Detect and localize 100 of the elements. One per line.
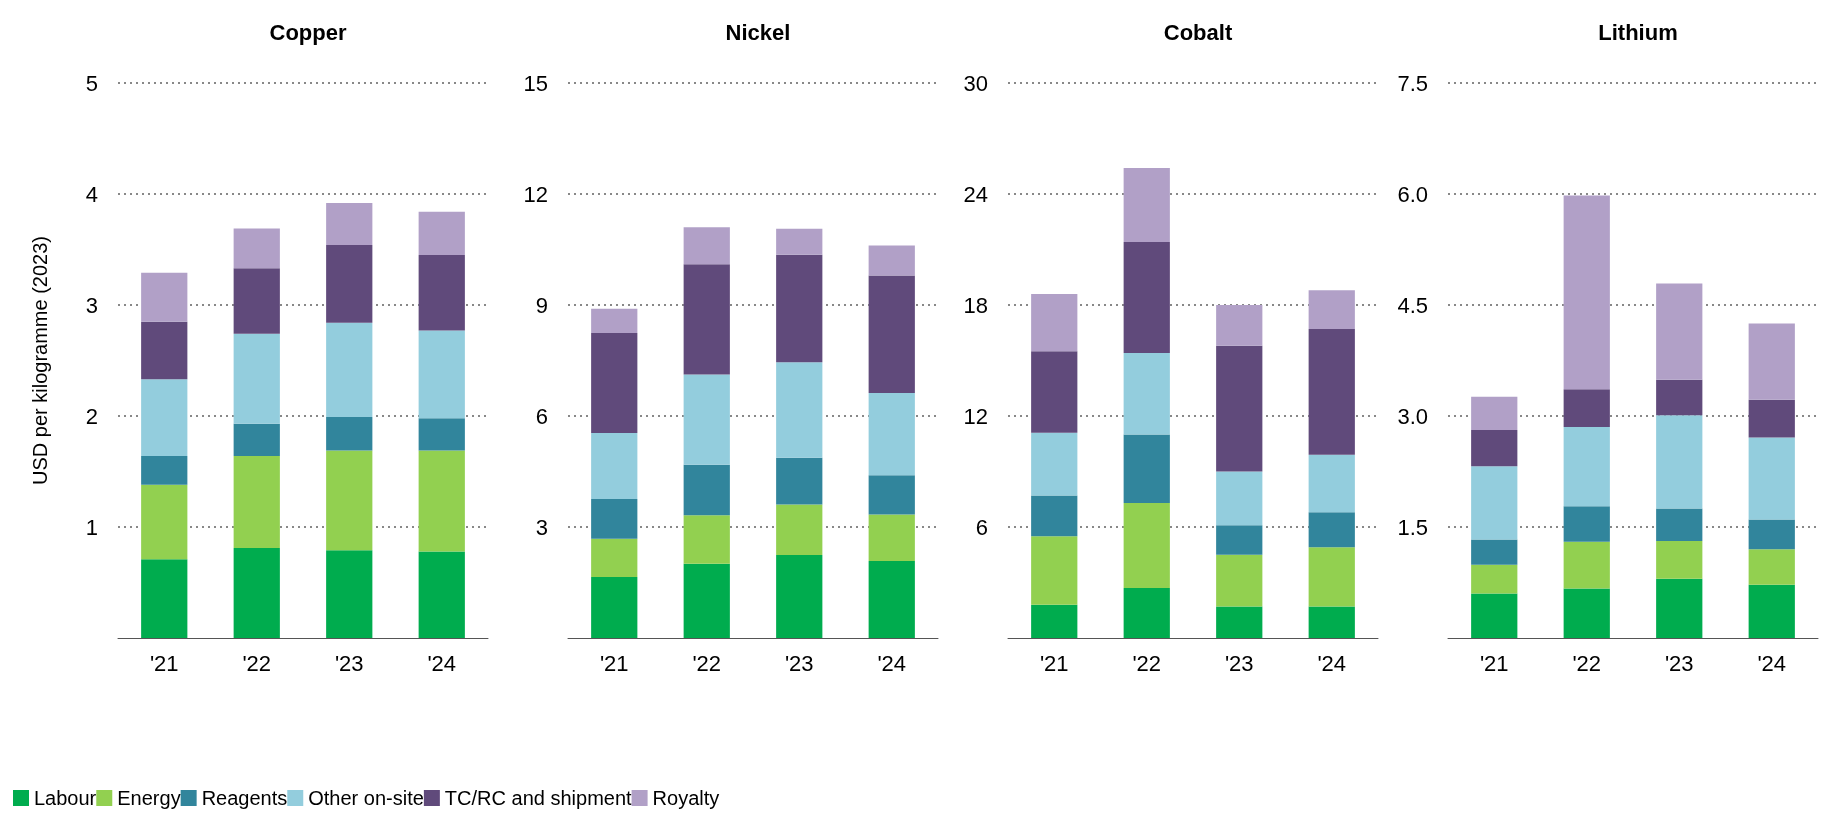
x-tick-label: '23 <box>1664 650 1694 676</box>
bar <box>1308 290 1355 330</box>
bar <box>776 457 823 505</box>
bar <box>1031 495 1078 537</box>
bar <box>776 254 823 363</box>
bar <box>683 563 730 638</box>
bar <box>233 548 280 638</box>
bar <box>683 515 730 564</box>
legend-label: Other on-site <box>308 787 424 809</box>
bar <box>1471 564 1518 594</box>
bar <box>326 450 373 551</box>
x-tick-label: '22 <box>1572 650 1602 676</box>
x-tick-label: '24 <box>1757 650 1787 676</box>
bar <box>1123 588 1170 638</box>
bar <box>233 455 280 549</box>
bar <box>1308 547 1355 607</box>
x-tick-label: '24 <box>427 650 457 676</box>
bar <box>1748 519 1795 550</box>
bar <box>1308 606 1355 638</box>
x-tick-label: '23 <box>1224 650 1254 676</box>
bar <box>1471 593 1518 638</box>
bar <box>1656 379 1703 416</box>
bar <box>418 330 465 419</box>
x-tick-label: '21 <box>599 650 629 676</box>
bar <box>776 228 823 255</box>
y-tick-label: 6.0 <box>1397 181 1428 207</box>
bar <box>418 551 465 638</box>
bar <box>326 245 373 323</box>
bar <box>233 423 280 456</box>
bar <box>868 514 915 562</box>
bar <box>868 245 915 276</box>
bar <box>868 561 915 638</box>
x-tick-label: '23 <box>784 650 814 676</box>
bar <box>141 455 188 485</box>
bar <box>1308 454 1355 513</box>
chart-title: Copper <box>269 19 347 45</box>
bar <box>1563 389 1610 428</box>
bar <box>233 333 280 424</box>
bar <box>1123 168 1170 243</box>
bar <box>141 379 188 456</box>
bar <box>1748 549 1795 585</box>
chart-title: Lithium <box>1598 19 1678 45</box>
x-tick-label: '21 <box>149 650 179 676</box>
bar <box>418 255 465 331</box>
bar <box>1216 305 1263 346</box>
bar <box>141 321 188 380</box>
bar <box>1656 541 1703 579</box>
bar <box>233 228 280 269</box>
bar <box>1123 434 1170 503</box>
bar <box>418 418 465 451</box>
legend-label: Reagents <box>201 787 288 809</box>
y-tick-label: 7.5 <box>1397 70 1428 96</box>
y-tick-label: 6 <box>535 403 548 429</box>
bar <box>326 550 373 638</box>
bar <box>326 417 373 451</box>
bar <box>233 268 280 334</box>
bar <box>1563 427 1610 507</box>
y-tick-label: 1 <box>85 514 98 540</box>
bar <box>1563 506 1610 542</box>
y-tick-label: 12 <box>963 403 988 429</box>
legend-label: Energy <box>117 787 181 809</box>
y-tick-label: 30 <box>963 70 988 96</box>
bar <box>1308 512 1355 548</box>
bar <box>591 333 638 434</box>
bar <box>776 362 823 458</box>
bar <box>1748 323 1795 400</box>
y-tick-label: 12 <box>523 181 548 207</box>
bar <box>683 264 730 375</box>
bar <box>591 308 638 334</box>
bar <box>141 272 188 322</box>
bar <box>776 504 823 556</box>
y-tick-label: 2 <box>85 403 98 429</box>
legend-label: Royalty <box>652 787 720 809</box>
bar <box>1216 345 1263 472</box>
legend-label: TC/RC and shipment <box>444 787 633 809</box>
y-tick-label: 3 <box>535 514 548 540</box>
bar <box>1216 525 1263 555</box>
bar <box>868 393 915 476</box>
y-tick-label: 4.5 <box>1397 292 1428 318</box>
x-tick-label: '22 <box>692 650 722 676</box>
bar <box>868 475 915 515</box>
y-tick-label: 15 <box>523 70 548 96</box>
bar <box>326 322 373 418</box>
x-tick-label: '22 <box>1132 650 1162 676</box>
bar <box>326 202 373 246</box>
bar <box>1563 588 1610 638</box>
x-tick-label: '21 <box>1479 650 1509 676</box>
bar <box>591 433 638 499</box>
bar <box>683 464 730 516</box>
y-tick-label: 3.0 <box>1397 403 1428 429</box>
bar <box>1563 541 1610 589</box>
x-tick-label: '23 <box>334 650 364 676</box>
bar <box>776 555 823 638</box>
bar <box>1471 539 1518 565</box>
bar <box>1748 399 1795 438</box>
bar <box>591 538 638 577</box>
bar <box>1123 242 1170 354</box>
bar <box>418 450 465 552</box>
bar <box>1031 536 1078 605</box>
bar <box>1748 584 1795 638</box>
